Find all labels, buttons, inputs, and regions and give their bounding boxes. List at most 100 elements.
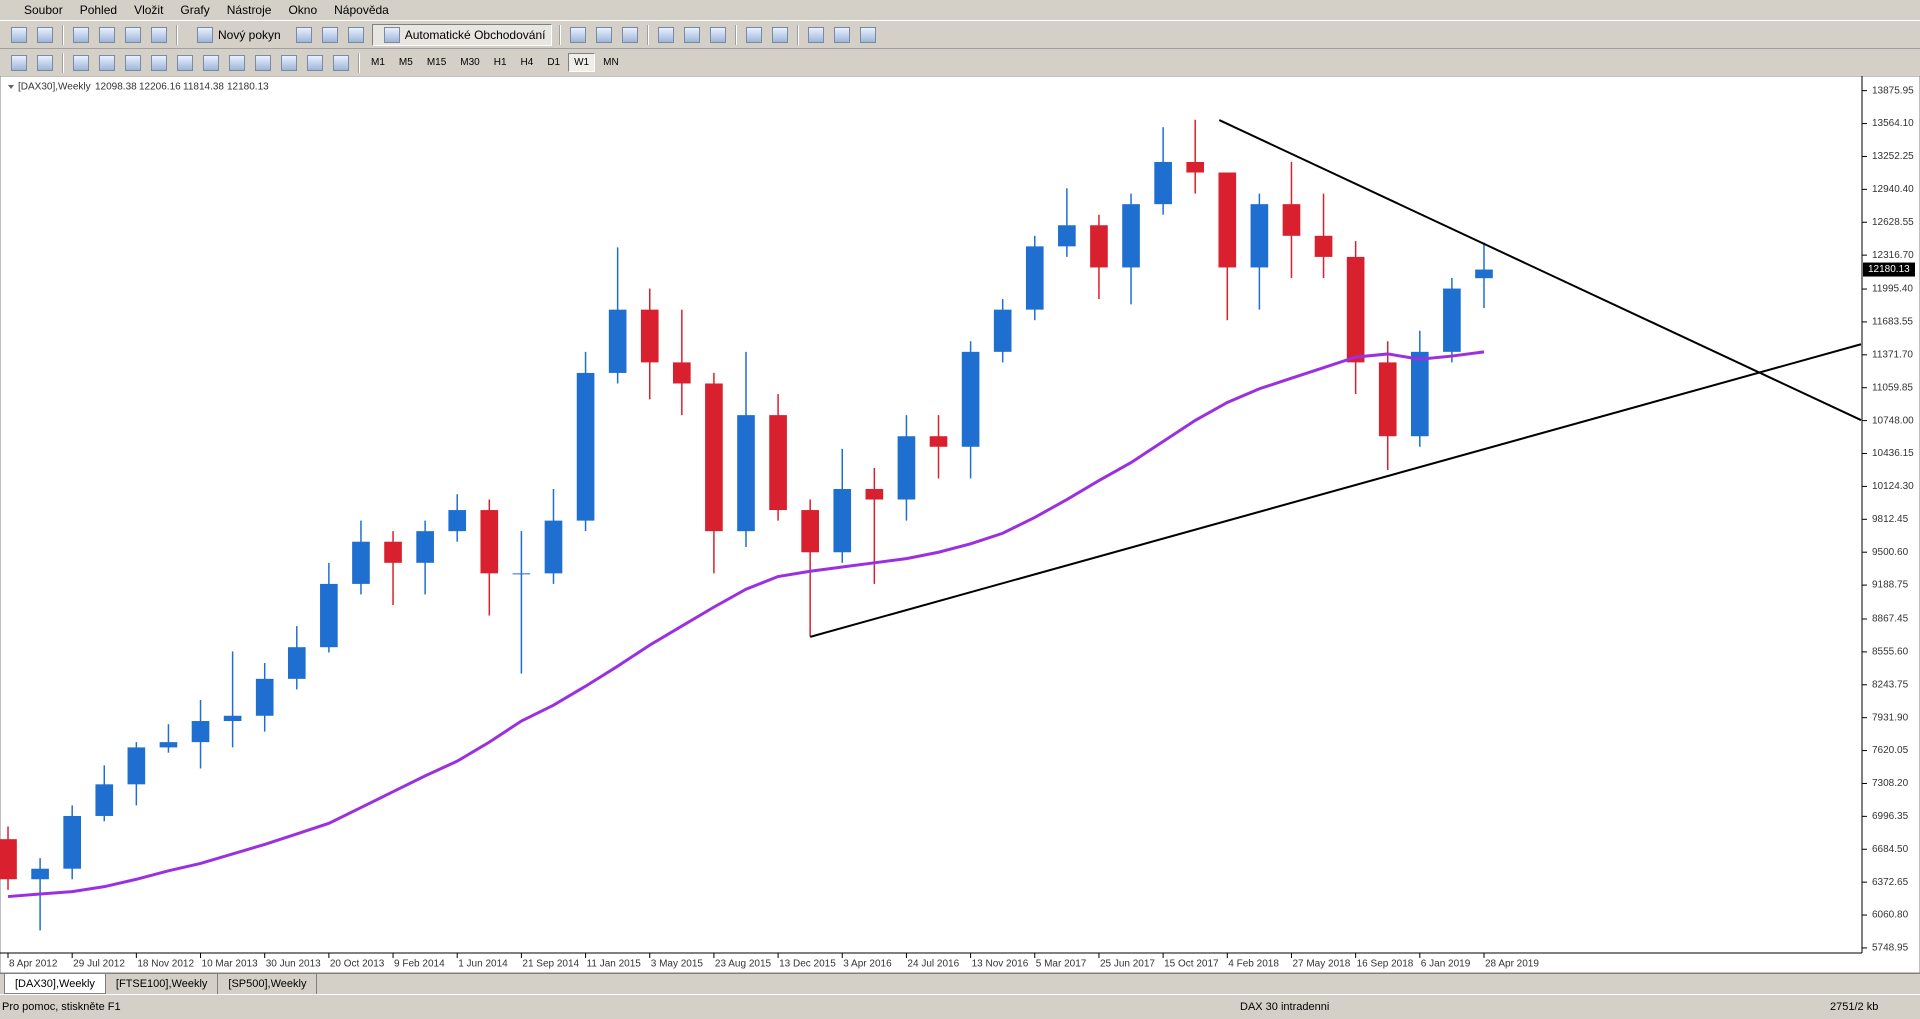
chart-tab[interactable]: [SP500],Weekly — [218, 974, 318, 994]
toolbar-icon[interactable] — [151, 54, 167, 71]
candle-body — [384, 541, 402, 563]
candle-body — [1154, 161, 1172, 205]
last-price-box — [1863, 262, 1915, 277]
timeframe-button[interactable]: M30 — [460, 57, 480, 68]
candle-body — [1314, 235, 1333, 257]
candle-body — [159, 742, 178, 748]
x-tick-label: 3 Apr 2016 — [843, 959, 892, 970]
toolbar-icon[interactable] — [37, 26, 53, 43]
toolbar-icon[interactable] — [11, 26, 27, 43]
x-tick-label: 10 Mar 2013 — [202, 959, 259, 970]
toolbar-icon[interactable] — [710, 26, 727, 43]
candle-body — [1475, 269, 1493, 279]
timeframe-button[interactable]: M5 — [398, 57, 413, 68]
toolbar-icon[interactable] — [229, 54, 245, 71]
toolbar-icon[interactable] — [11, 54, 27, 71]
y-tick-label: 13252.25 — [1872, 151, 1914, 162]
candle-body — [608, 309, 627, 373]
toolbar-icon[interactable] — [834, 26, 851, 43]
y-tick-label: 9812.45 — [1872, 514, 1909, 525]
x-tick-label: 9 Feb 2014 — [394, 959, 445, 970]
toolbar-icon[interactable] — [125, 26, 141, 43]
x-tick-label: 25 Jun 2017 — [1100, 959, 1155, 970]
toolbar-icon — [197, 26, 213, 43]
separator — [358, 52, 360, 73]
candle-body — [993, 309, 1012, 352]
candle-body — [512, 573, 531, 575]
timeframe-button[interactable]: M15 — [426, 57, 447, 68]
autotrading-button[interactable]: Automatické Obchodování — [371, 23, 553, 46]
toolbar-icon[interactable] — [333, 54, 349, 71]
y-tick-label: 7620.05 — [1872, 745, 1909, 756]
toolbar-icon[interactable] — [347, 26, 364, 43]
separator — [62, 52, 64, 73]
menu-item[interactable]: Okno — [288, 3, 318, 17]
y-tick-label: 6996.35 — [1872, 811, 1909, 822]
trendline — [1218, 119, 1862, 421]
x-tick-label: 18 Nov 2012 — [137, 959, 194, 970]
toolbar-icon[interactable] — [596, 26, 613, 43]
last-price-label: 12180.13 — [1868, 264, 1910, 275]
x-tick-label: 28 Apr 2019 — [1485, 959, 1539, 970]
button-label: Nový pokyn — [218, 27, 281, 42]
toolbar-icon[interactable] — [99, 26, 115, 43]
ohlc-value: 12180.13 — [227, 82, 269, 93]
toolbar-icon[interactable] — [684, 26, 701, 43]
menu-item[interactable]: Nástroje — [226, 3, 272, 17]
y-tick-label: 10124.30 — [1872, 481, 1914, 492]
candle-body — [1443, 288, 1461, 352]
chart-tab[interactable]: [FTSE100],Weekly — [106, 974, 219, 994]
toolbar-icon[interactable] — [622, 26, 639, 43]
candle-body — [833, 488, 852, 553]
candle-body — [31, 868, 49, 880]
button-label: Automatické Obchodování — [404, 27, 546, 42]
candle-body — [865, 488, 884, 500]
timeframe-button[interactable]: M1 — [371, 57, 385, 68]
candle-body — [961, 351, 980, 447]
toolbar-icon[interactable] — [37, 54, 53, 71]
candle-body — [287, 647, 306, 679]
menu-item[interactable]: Nápověda — [334, 3, 389, 17]
toolbar-icon[interactable] — [177, 54, 193, 71]
candle-body — [1346, 256, 1365, 363]
timeframe-button[interactable]: H4 — [520, 57, 534, 68]
menu-item[interactable]: Soubor — [24, 3, 63, 17]
toolbar-icon[interactable] — [295, 26, 312, 43]
ohlc-value: 12206.16 — [139, 82, 181, 93]
menu-item[interactable]: Pohled — [79, 3, 118, 17]
toolbar-icon[interactable] — [321, 26, 338, 43]
toolbar-icon[interactable] — [73, 26, 89, 43]
candle-body — [576, 372, 595, 521]
toolbar-icon[interactable] — [307, 54, 323, 71]
toolbar-icon[interactable] — [808, 26, 825, 43]
toolbar-icon[interactable] — [255, 54, 271, 71]
timeframe-button[interactable]: MN — [603, 57, 619, 68]
timeframe-button[interactable]: W1 — [568, 53, 596, 72]
timeframe-button[interactable]: H1 — [493, 57, 507, 68]
toolbar-icon[interactable] — [772, 26, 789, 43]
toolbar-icon[interactable] — [746, 26, 763, 43]
menu-item[interactable]: Grafy — [180, 3, 210, 17]
chart-tabs: [DAX30],Weekly [FTSE100],Weekly [SP500],We… — [0, 973, 1920, 994]
toolbar-icon[interactable] — [99, 54, 115, 71]
x-tick-label: 29 Jul 2012 — [73, 959, 125, 970]
toolbar-icon[interactable] — [281, 54, 297, 71]
toolbar-icon[interactable] — [125, 54, 141, 71]
x-tick-label: 23 Aug 2015 — [715, 959, 772, 970]
candle-body — [737, 415, 755, 532]
menu-item[interactable]: Vložit — [134, 3, 164, 17]
chart-tab[interactable]: [DAX30],Weekly — [4, 974, 106, 994]
toolbar-icon[interactable] — [570, 26, 587, 43]
toolbar-icon[interactable] — [860, 26, 877, 43]
new-order-button[interactable]: Nový pokyn — [185, 24, 288, 46]
timeframe-button[interactable]: D1 — [547, 57, 561, 68]
x-tick-label: 6 Jan 2019 — [1421, 959, 1471, 970]
y-tick-label: 8243.75 — [1872, 679, 1909, 690]
toolbar-icon[interactable] — [151, 26, 167, 43]
toolbar-icon[interactable] — [73, 54, 89, 71]
toolbar-icon[interactable] — [658, 26, 675, 43]
toolbar-icon — [383, 26, 400, 43]
toolbar-icon[interactable] — [203, 54, 219, 71]
x-tick-label: 1 Jun 2014 — [458, 959, 508, 970]
x-tick-label: 13 Nov 2016 — [972, 959, 1029, 970]
